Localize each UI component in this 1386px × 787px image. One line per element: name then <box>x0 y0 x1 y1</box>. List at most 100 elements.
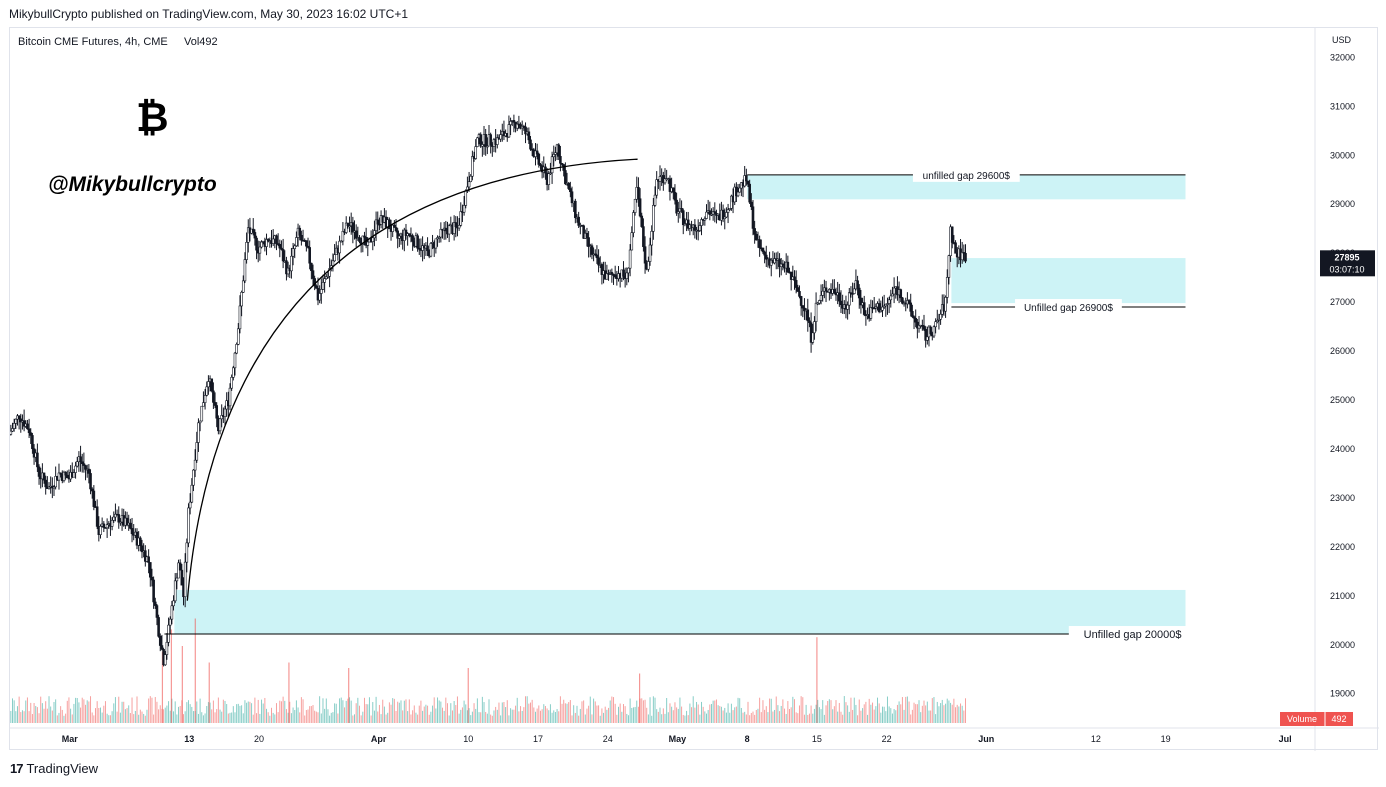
candle-body <box>705 211 708 219</box>
candle-body <box>748 183 751 203</box>
candle-body <box>188 501 192 509</box>
candle-body <box>246 227 250 243</box>
chart-canvas[interactable]: unfilled gap 29600$ Unfilled gap 26900$ Un… <box>10 28 1379 751</box>
time-tick-label: Mar <box>62 734 79 744</box>
candle-body <box>434 238 438 249</box>
gap-label: Unfilled gap 20000$ <box>1084 629 1182 641</box>
candle-body <box>613 274 617 278</box>
volume-indicator-label: Vol492 <box>184 36 218 48</box>
candle-body <box>887 299 891 304</box>
candle-body <box>318 293 321 301</box>
candle-body <box>90 488 94 492</box>
candle-body <box>585 232 589 238</box>
candle-body <box>751 206 755 229</box>
candle-body <box>650 230 654 246</box>
candle-body <box>882 305 886 308</box>
candle-body <box>632 212 635 233</box>
gap-label: Unfilled gap 26900$ <box>1024 303 1113 314</box>
candle-body <box>862 302 866 315</box>
candle-body <box>59 472 62 475</box>
candle-body <box>207 381 210 388</box>
candle-body <box>212 390 215 403</box>
candle-body <box>486 145 489 148</box>
candle-body <box>761 247 765 253</box>
candle-body <box>173 580 177 602</box>
candle-body <box>736 191 740 197</box>
candle-body <box>57 472 61 481</box>
candle-body <box>22 420 26 427</box>
candle-body <box>818 300 821 304</box>
candle-body <box>339 240 343 243</box>
candle-body <box>600 264 604 275</box>
candle-body <box>821 290 825 296</box>
candle-body <box>801 305 805 309</box>
candle-body <box>251 228 255 233</box>
candle-body <box>197 422 200 443</box>
candle-body <box>84 465 87 470</box>
candle-body <box>693 224 697 231</box>
candle-body <box>663 178 667 184</box>
candle-body <box>253 232 257 239</box>
candle-body <box>527 131 531 141</box>
candle-body <box>924 329 927 341</box>
candle-body <box>110 520 114 527</box>
chart-panel[interactable]: unfilled gap 29600$ Unfilled gap 26900$ Un… <box>9 27 1379 751</box>
candle-body <box>698 225 702 231</box>
candle-body <box>824 287 828 292</box>
candle-body <box>376 219 380 225</box>
candle-body <box>187 507 190 544</box>
candle-body <box>240 291 243 307</box>
candle-body <box>945 277 949 298</box>
candle-body <box>907 300 911 304</box>
candle-body <box>559 156 562 164</box>
tradingview-brand[interactable]: 17 TradingView <box>10 761 98 776</box>
price-tick-label: 23000 <box>1330 493 1355 503</box>
candle-body <box>816 302 820 305</box>
candle-body <box>305 240 308 247</box>
chart-title: Bitcoin CME Futures, 4h, CME <box>18 36 168 48</box>
price-badges: 27895 03:07:10 Volume 492 <box>1280 250 1375 726</box>
candle-body <box>721 209 725 219</box>
candle-body <box>764 254 768 260</box>
candle-body <box>152 579 155 603</box>
candle-body <box>177 562 180 579</box>
candle-body <box>892 287 896 295</box>
candle-body <box>444 227 448 232</box>
candle-body <box>129 522 132 529</box>
candle-body <box>172 600 175 607</box>
candle-body <box>324 276 328 279</box>
candle-body <box>597 257 600 266</box>
candle-body <box>738 187 742 193</box>
candle-body <box>730 195 733 209</box>
candle-body <box>160 645 164 650</box>
candle-body <box>429 243 433 257</box>
candle-body <box>789 271 793 280</box>
candle-body <box>683 223 687 226</box>
candle-body <box>658 176 662 182</box>
time-tick-label: 12 <box>1091 734 1101 744</box>
candle-body <box>655 179 658 196</box>
candle-body <box>354 230 358 239</box>
last-price-countdown: 03:07:10 <box>1329 264 1364 274</box>
candle-body <box>680 208 683 211</box>
candle-body <box>796 287 800 292</box>
candle-body <box>595 254 599 259</box>
candle-body <box>569 188 572 193</box>
last-price-value: 27895 <box>1334 252 1359 262</box>
candle-body <box>79 456 82 463</box>
candle-body <box>811 332 815 343</box>
candle-body <box>808 320 811 324</box>
candle-body <box>922 325 926 330</box>
time-axis: Mar 13 20 Apr 10 17 24 May 8 15 22 Jun 12 19 Jul <box>62 734 1292 744</box>
candle-body <box>779 263 783 267</box>
candle-body <box>806 309 810 322</box>
candle-body <box>17 415 21 420</box>
candle-body <box>947 255 951 278</box>
candle-body <box>926 336 929 341</box>
candle-body <box>529 139 532 150</box>
candle-body <box>549 172 552 175</box>
candle-body <box>495 137 499 145</box>
candle-body <box>280 247 283 250</box>
candle-body <box>960 252 964 261</box>
candle-body <box>333 254 336 262</box>
